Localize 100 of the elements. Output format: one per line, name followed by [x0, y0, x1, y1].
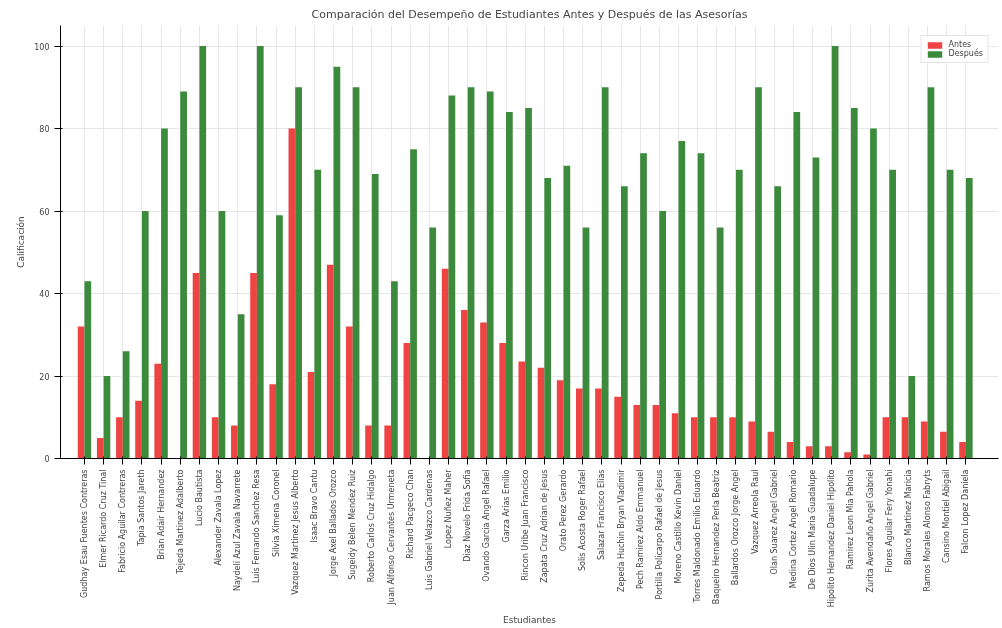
bar [735, 169, 743, 459]
x-tick-label: Zapata Cruz Adrian de Jesus [539, 469, 549, 583]
bar [755, 87, 762, 459]
bar [920, 421, 928, 459]
bar [371, 173, 379, 459]
x-tick-label: Vazquez Martinez Jesus Alberto [290, 469, 300, 595]
bar [575, 388, 583, 459]
bar [391, 281, 398, 459]
x-tick-label: Vazquez Arreola Raul [750, 469, 760, 555]
bar [96, 437, 104, 459]
bar [825, 446, 832, 459]
bar [180, 91, 187, 459]
x-tick-label: Gudhay Esau Fuentes Contreras [79, 469, 89, 598]
x-tick-label: Moreno Castillo Kevin Daniel [673, 469, 683, 584]
bar [211, 417, 219, 459]
bar [506, 112, 513, 459]
bar [544, 178, 552, 459]
bar [116, 417, 123, 459]
y-tick-label: 80 [39, 125, 50, 135]
bar [384, 425, 392, 459]
bar [161, 128, 168, 459]
x-tick-label: Solis Acosta Roger Rafael [578, 469, 588, 572]
bar [256, 46, 264, 459]
bar [135, 400, 142, 459]
bar [231, 425, 238, 459]
x-tick-label: Isaac Bravo Cantu [309, 469, 319, 543]
bar [633, 404, 641, 459]
bar [595, 388, 602, 459]
x-tick-label: Pech Ramirez Aldo Emmanuel [635, 469, 645, 590]
x-tick-label: Portilla Policarpo Rafael de Jesus [654, 469, 664, 600]
bar [365, 425, 372, 459]
chart-title: Comparación del Desempeño de Estudiantes Antes y Después de las Asesorías [311, 7, 748, 21]
y-tick-label: 100 [34, 42, 50, 52]
x-tick-label: Blanco Martinez Maricia [903, 469, 913, 566]
x-tick-label: Jorge Axel Ballados Orozco [329, 469, 339, 578]
bar [441, 268, 449, 459]
bar [870, 128, 877, 459]
bar [710, 417, 717, 459]
bar [716, 227, 724, 459]
bar [729, 417, 736, 459]
x-tick-label: Juan Alfonso Cervantes Urmeneta [386, 469, 396, 606]
x-tick-label: Diaz Novelo Frida Sofia [463, 469, 473, 562]
x-tick-label: Alexander Zavala Lopez [214, 469, 224, 566]
x-tick-label: Ramos Morales Alonso Fabryts [923, 469, 933, 592]
bar [480, 322, 487, 459]
bar [614, 396, 621, 459]
bar [959, 442, 966, 459]
bar [690, 417, 698, 459]
bar [774, 186, 782, 459]
bar [326, 264, 334, 459]
bar [863, 454, 871, 459]
bar [965, 178, 973, 459]
bar [889, 169, 896, 459]
x-tick-label: Rincon Uribe Juan Francisco [520, 469, 530, 581]
x-tick-label: Ovando Garcia Angel Rafael [482, 469, 492, 582]
x-tick-label: Falcon Lopez Daniela [961, 469, 971, 554]
legend-label: Después [948, 49, 983, 58]
bar [295, 87, 302, 459]
bar [601, 87, 609, 459]
bar [844, 452, 851, 459]
x-tick-label: Lucio Bautista [194, 469, 204, 526]
x-tick-label: Naydeli Azul Zavala Navarrete [233, 469, 243, 592]
x-tick-label: Luis Fernando Sanchez Resa [252, 469, 262, 583]
bar [486, 91, 494, 459]
bar [518, 361, 526, 459]
bar [250, 272, 257, 459]
x-tick-label: Ramirez Leon Mia Pahola [846, 469, 856, 570]
bar [199, 46, 207, 459]
bar [141, 211, 149, 459]
bar [621, 186, 628, 459]
x-tick-label: De Dios Ulin Maria Guadalupe [808, 469, 818, 590]
bar [908, 376, 916, 459]
x-tick-label: Ballardos Orozco Jorge Angel [731, 469, 741, 586]
legend-label: Antes [948, 40, 972, 49]
x-tick-label: Silvia Ximena Coronel [271, 469, 281, 558]
y-tick-label: 0 [44, 455, 50, 464]
bar [525, 107, 532, 459]
x-tick-label: Lopez Nuñez Maher [444, 468, 454, 549]
x-tick-label: Elmer Ricardo Cruz Tinal [99, 469, 109, 568]
bar [410, 149, 417, 459]
x-tick-label: Tapia Santos Jareth [137, 469, 147, 548]
bar [793, 112, 801, 459]
x-tick-label: Roberto Carlos Cruz Hidalgo [367, 469, 377, 583]
y-tick-label: 40 [39, 290, 50, 300]
x-tick-label: Luis Gabriel Velazco Cardenas [424, 469, 434, 590]
x-tick-label: Hipolito Hernandez Daniel Hipolito [827, 469, 837, 608]
x-tick-label: Cansino Montiel Abigail [942, 469, 952, 564]
x-axis-title: Estudiantes [503, 615, 557, 626]
x-tick-label: Zurita Avendaño Angel Gabriel [865, 469, 875, 593]
x-tick-label: Medina Cortez Angel Romario [788, 469, 798, 589]
x-tick-label: Garza Arias Emilio [501, 469, 511, 543]
bar [678, 140, 686, 459]
bar [640, 153, 647, 459]
bar [276, 215, 283, 459]
y-axis-title: Calificación [16, 216, 27, 268]
bar [429, 227, 437, 459]
x-tick-label: Fabricio Aguilar Contreras [118, 469, 128, 573]
bar [940, 431, 947, 459]
x-tick-label: Brian Adair Hernandez [156, 469, 166, 560]
x-tick-label: Richard Pacgeco Chan [405, 469, 415, 559]
